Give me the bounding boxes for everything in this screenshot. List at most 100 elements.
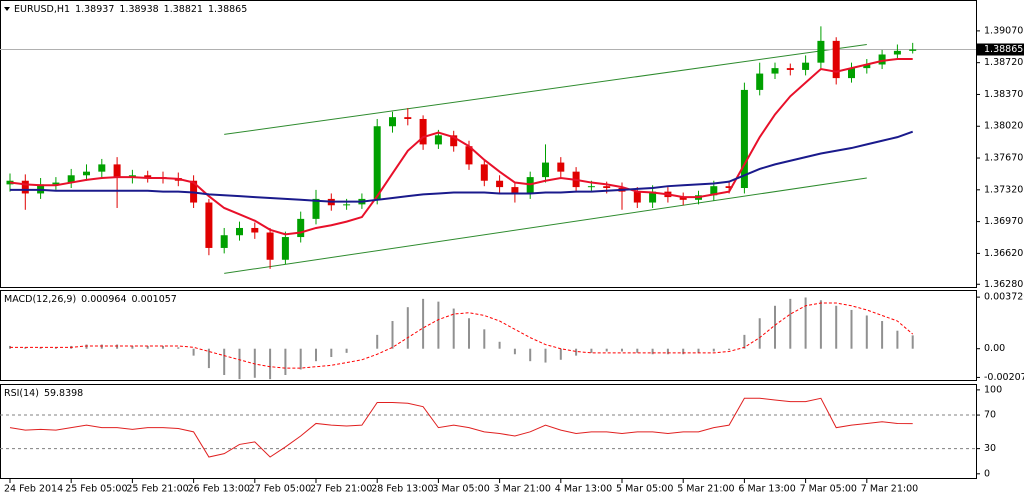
signal-line — [10, 302, 914, 369]
candle-body — [878, 54, 886, 65]
y-tick-label: 1.38020 — [984, 121, 1023, 132]
candle-body — [98, 164, 106, 172]
macd-panel-frame — [0, 290, 977, 381]
moving-average — [9, 58, 913, 236]
candle-body — [480, 164, 488, 181]
x-tick-label: 26 Feb 13:00 — [188, 484, 250, 495]
candle-body — [465, 146, 473, 165]
candle-body — [679, 197, 687, 200]
last-price-label: 1.38865 — [984, 44, 1023, 55]
candle-body — [450, 135, 458, 147]
header-value: 1.38821 — [164, 4, 203, 15]
candle-body — [404, 117, 412, 119]
candle-body — [389, 117, 396, 127]
y-tick-label: 1.37670 — [984, 153, 1023, 164]
y-tick-label: 30 — [984, 443, 996, 454]
indicator-header: EURUSD,H1 1.38937 1.38938 1.38821 1.38865 — [14, 4, 247, 15]
last-price-box — [977, 43, 1024, 56]
candle-body — [848, 68, 855, 79]
header-value: 1.38865 — [208, 4, 247, 15]
header-value: 0.001057 — [132, 294, 177, 305]
rsi-panel-frame — [0, 384, 977, 479]
candle-body — [281, 237, 289, 260]
y-tick-label: 0.00 — [984, 343, 1005, 354]
candle-body — [205, 202, 213, 248]
candle-body — [633, 191, 641, 203]
y-tick-label: -0.002074 — [984, 372, 1024, 383]
candle-body — [297, 218, 305, 238]
y-tick-label: 1.38720 — [984, 57, 1023, 68]
candle-body — [220, 235, 228, 248]
y-tick-label: 1.39070 — [984, 25, 1023, 36]
candle-body — [312, 198, 320, 219]
indicator-name: EURUSD,H1 — [14, 4, 70, 15]
indicator-header: MACD(12,26,9) 0.000964 0.001057 — [4, 294, 177, 305]
moving-average — [10, 130, 914, 203]
candle-body — [802, 62, 810, 70]
x-tick-label: 7 Mar 21:00 — [861, 484, 918, 495]
candle-body — [6, 180, 14, 185]
candle-body — [740, 89, 748, 189]
candle-body — [542, 162, 549, 178]
candle-body — [113, 164, 121, 179]
candle-body — [786, 68, 794, 70]
x-tick-label: 4 Mar 13:00 — [555, 484, 612, 495]
candle-body — [649, 191, 657, 203]
x-tick-label: 6 Mar 13:00 — [738, 484, 795, 495]
candle-body — [909, 49, 917, 51]
x-tick-label: 25 Feb 21:00 — [126, 484, 188, 495]
candle-body — [587, 186, 595, 188]
candle-body — [557, 162, 565, 172]
y-tick-label: 100 — [984, 384, 1002, 395]
candle-body — [373, 126, 381, 199]
y-tick-label: 0.003726 — [984, 292, 1024, 303]
trend-line — [224, 44, 867, 135]
candle-body — [52, 182, 60, 185]
x-tick-label: 7 Mar 05:00 — [800, 484, 857, 495]
candle-body — [725, 186, 733, 189]
y-tick-label: 1.36280 — [984, 279, 1023, 290]
x-tick-label: 25 Feb 05:00 — [65, 484, 127, 495]
candle-body — [710, 186, 718, 196]
candle-body — [756, 73, 764, 90]
candle-body — [893, 50, 901, 55]
candle-body — [236, 227, 243, 236]
y-tick-label: 1.36970 — [984, 216, 1023, 227]
candle-body — [343, 204, 351, 206]
candle-body — [21, 180, 29, 194]
candle-body — [496, 180, 504, 188]
x-tick-label: 5 Mar 05:00 — [616, 484, 673, 495]
indicator-header: RSI(14) 59.8398 — [4, 388, 83, 399]
candle-body — [67, 175, 75, 183]
y-tick-label: 1.36620 — [984, 248, 1023, 259]
candle-body — [863, 64, 871, 69]
price-panel-frame — [0, 0, 977, 288]
x-tick-label: 3 Mar 05:00 — [432, 484, 489, 495]
candle-body — [832, 40, 840, 79]
candle-body — [511, 187, 519, 194]
candle-body — [266, 232, 274, 260]
candle-body — [817, 40, 825, 63]
x-tick-label: 3 Mar 21:00 — [494, 484, 551, 495]
y-tick-label: 70 — [984, 410, 996, 421]
candle-body — [603, 186, 611, 189]
collapse-arrow[interactable] — [4, 7, 10, 11]
x-tick-label: 24 Feb 2014 — [4, 484, 63, 495]
trend-line — [224, 177, 867, 274]
y-tick-label: 1.38370 — [984, 89, 1023, 100]
indicator-name: RSI(14) — [4, 388, 39, 399]
candle-body — [251, 227, 259, 233]
candle-body — [144, 175, 152, 178]
x-tick-label: 27 Feb 05:00 — [249, 484, 311, 495]
x-tick-label: 28 Feb 13:00 — [371, 484, 433, 495]
header-value: 1.38937 — [75, 4, 114, 15]
candle-body — [771, 68, 779, 74]
header-value: 1.38938 — [119, 4, 158, 15]
rsi-line — [9, 397, 913, 458]
x-tick-label: 5 Mar 21:00 — [677, 484, 734, 495]
candle-body — [83, 171, 90, 176]
x-tick-label: 27 Feb 21:00 — [310, 484, 372, 495]
header-value: 0.000964 — [81, 294, 126, 305]
y-tick-label: 0 — [984, 468, 990, 479]
